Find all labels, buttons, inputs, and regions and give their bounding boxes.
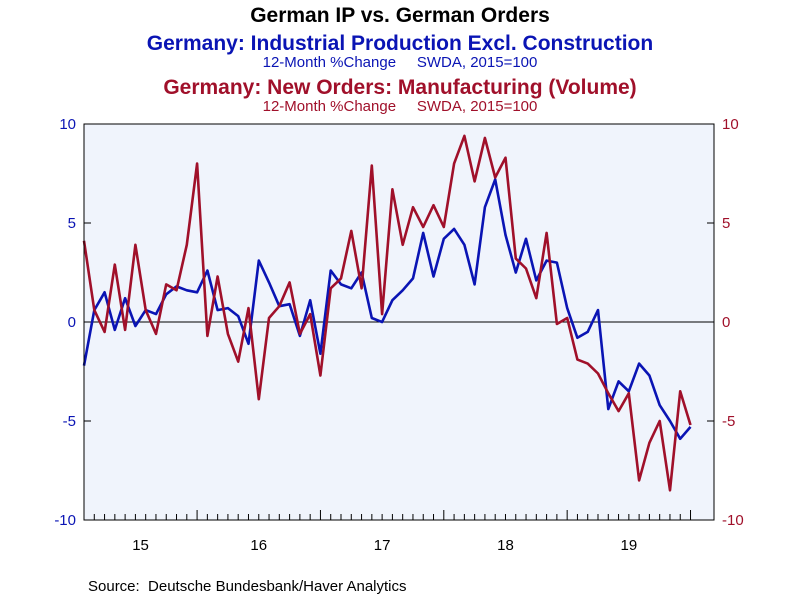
series-2-title: Germany: New Orders: Manufacturing (Volu… (163, 76, 637, 99)
y-right-tick-label: -5 (722, 413, 735, 430)
series-1-title: Germany: Industrial Production Excl. Con… (146, 32, 654, 55)
y-left-tick-label: 10 (59, 116, 76, 133)
series-line-2 (82, 134, 692, 492)
x-tick-label: 15 (132, 537, 149, 554)
x-tick-label: 16 (250, 537, 267, 554)
source-note: Source: Deutsche Bundesbank/Haver Analyt… (88, 578, 407, 595)
y-right-tick-label: 0 (722, 314, 730, 331)
series-line-1 (82, 178, 692, 441)
y-left-tick-label: -10 (54, 512, 76, 529)
x-tick-label: 18 (497, 537, 514, 554)
series-2-subtitle: 12-Month %Change SWDA, 2015=100 (262, 98, 538, 115)
series-1-subtitle: 12-Month %Change SWDA, 2015=100 (262, 54, 538, 71)
chart-title: German IP vs. German Orders (250, 4, 550, 27)
y-left-tick-label: -5 (63, 413, 76, 430)
y-right-tick-label: -10 (722, 512, 744, 529)
x-tick-label: 17 (374, 537, 391, 554)
y-left-tick-label: 5 (68, 215, 76, 232)
x-tick-label: 19 (620, 537, 637, 554)
plot-frame (83, 123, 715, 521)
y-right-tick-label: 10 (722, 116, 739, 133)
y-left-tick-label: 0 (68, 314, 76, 331)
y-right-tick-label: 5 (722, 215, 730, 232)
